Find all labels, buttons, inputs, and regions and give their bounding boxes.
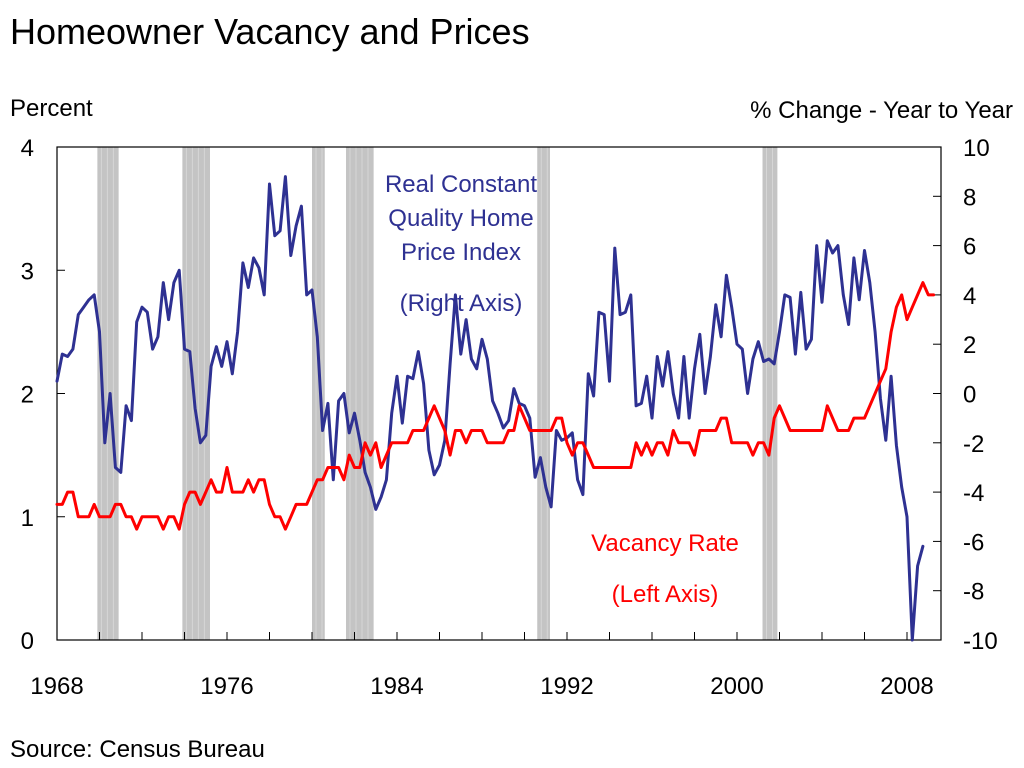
chart-series	[55, 175, 936, 642]
price-annotation-line: Price Index	[401, 239, 521, 266]
recession-bands	[97, 147, 778, 640]
y-right-tick-label: -8	[963, 579, 984, 606]
recession-band	[762, 147, 778, 640]
vacancy-annotation: Vacancy Rate (Left Axis)	[591, 530, 739, 608]
x-tick-label: 1992	[540, 673, 593, 700]
price-index-line	[55, 175, 925, 642]
recession-band	[346, 147, 374, 640]
recession-band	[312, 147, 325, 640]
price-annotation-line: (Right Axis)	[400, 290, 523, 317]
x-tick-label: 2000	[710, 673, 763, 700]
x-tick-label: 1984	[370, 673, 423, 700]
recession-band	[182, 147, 210, 640]
y-right-tick-label: -6	[963, 529, 984, 556]
y-left-tick-label: 1	[21, 505, 34, 532]
x-tick-label: 1968	[30, 673, 83, 700]
right-axis-label: % Change - Year to Year	[750, 97, 1013, 124]
vacancy-annotation-line: (Left Axis)	[612, 581, 719, 608]
vacancy-rate-line	[55, 281, 936, 531]
price-annotation-line: Quality Home	[388, 205, 533, 232]
y-right-tick-label: 6	[963, 234, 976, 261]
recession-band	[537, 147, 550, 640]
y-right-tick-label: 4	[963, 283, 976, 310]
left-axis-label: Percent	[10, 95, 93, 122]
y-left-tick-label: 2	[21, 382, 34, 409]
y-left-tick-label: 0	[21, 628, 34, 655]
source-note: Source: Census Bureau	[10, 736, 265, 763]
x-tick-label: 1976	[200, 673, 253, 700]
vacancy-annotation-line: Vacancy Rate	[591, 530, 739, 557]
y-left-tick-label: 4	[21, 135, 34, 162]
y-right-tick-label: 2	[963, 332, 976, 359]
price-annotation-line: Real Constant	[385, 171, 537, 198]
x-tick-label: 2008	[880, 673, 933, 700]
y-left-tick-label: 3	[21, 258, 34, 285]
y-right-tick-label: -2	[963, 431, 984, 458]
chart-axes: 1968 1976 1984 1992 2000 2008 0 1 2 3 4 -10 -8 -6 -4 -2…	[21, 135, 998, 700]
y-right-tick-label: -4	[963, 480, 984, 507]
price-annotation: Real Constant Quality Home Price Index (…	[385, 171, 537, 317]
y-right-tick-label: 10	[963, 135, 990, 162]
y-right-tick-label: 0	[963, 382, 976, 409]
chart-title: Homeowner Vacancy and Prices	[10, 11, 530, 52]
y-right-tick-label: -10	[963, 628, 998, 655]
y-right-tick-label: 8	[963, 184, 976, 211]
recession-band	[97, 147, 119, 640]
